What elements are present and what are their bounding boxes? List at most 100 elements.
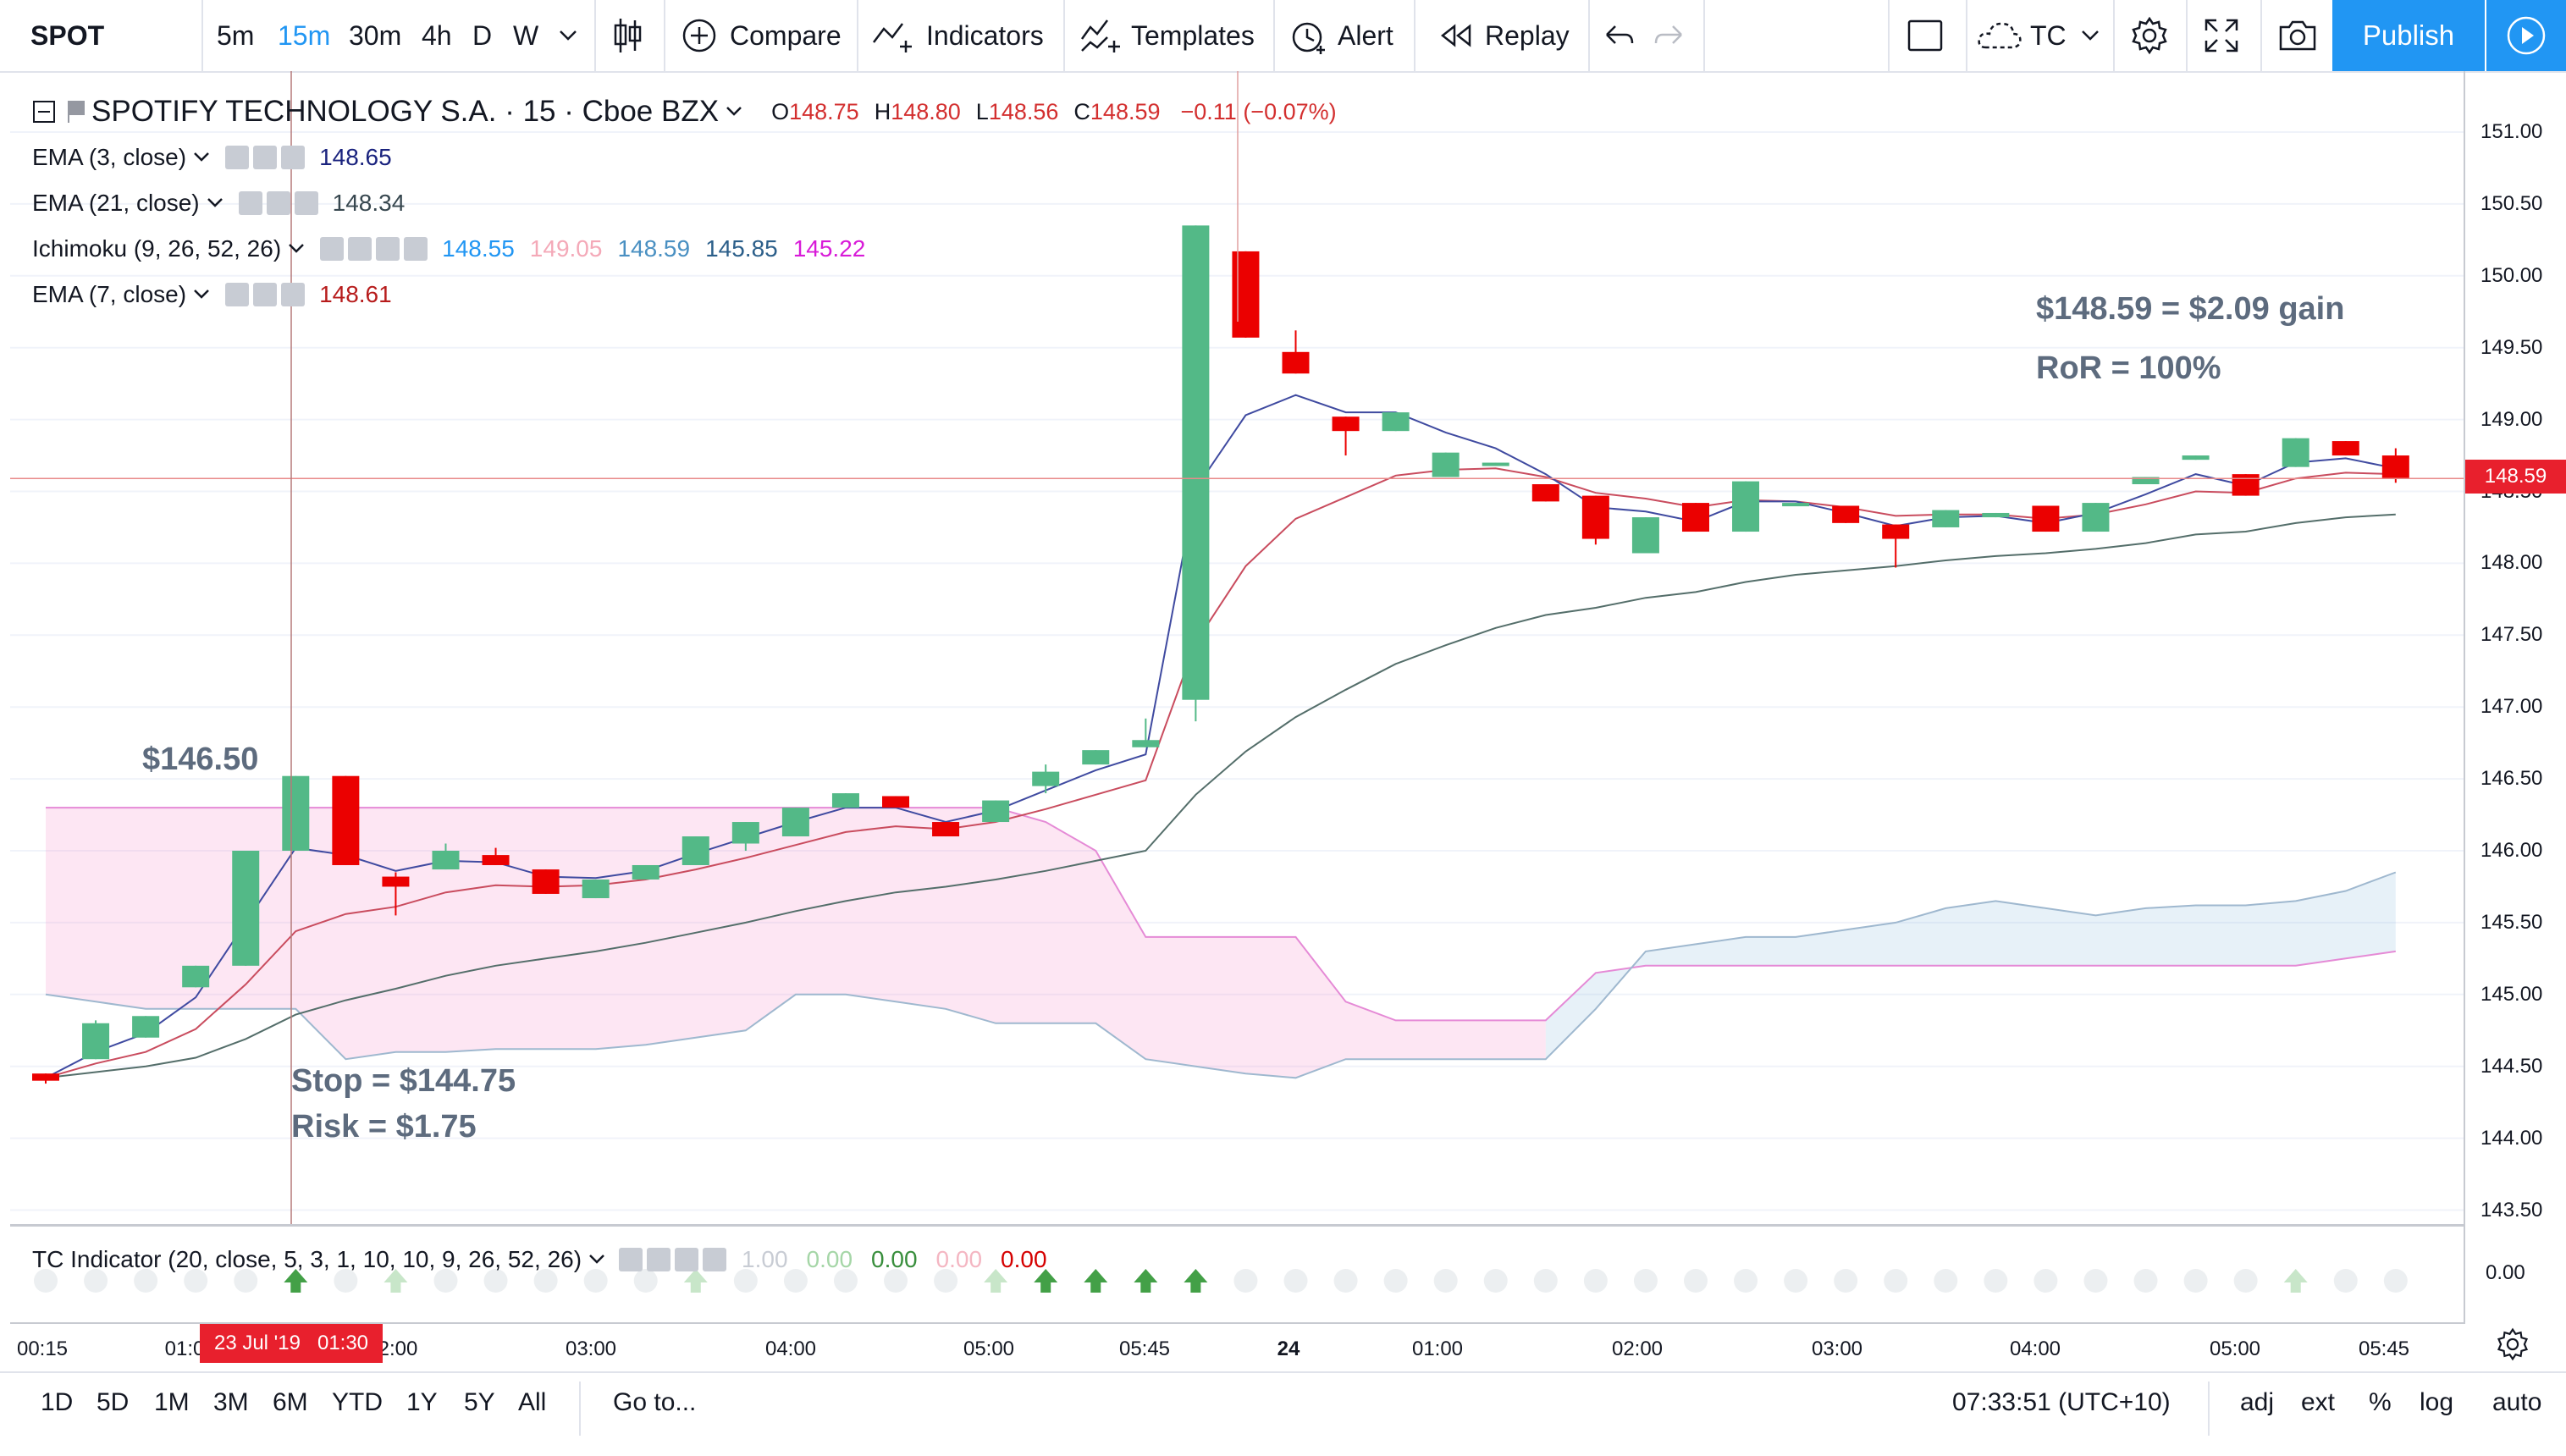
pane-separator[interactable]	[10, 1224, 2465, 1227]
rewind-icon	[1440, 24, 1471, 47]
candle	[1482, 462, 1509, 466]
chevron-down-icon[interactable]	[726, 106, 742, 118]
symbol-legend: SPOTIFY TECHNOLOGY S.A. · 15 · Cboe BZX …	[32, 95, 1337, 129]
price-tick-label: 147.50	[2480, 623, 2543, 647]
indicators-button[interactable]: Indicators	[872, 0, 1044, 71]
settings-icon[interactable]	[348, 237, 372, 261]
source-code-icon[interactable]	[675, 1248, 699, 1271]
interval-15m[interactable]: 15m	[278, 19, 331, 51]
study-name[interactable]: EMA (7, close)	[32, 281, 187, 307]
play-circle-icon[interactable]	[2486, 0, 2566, 71]
range-button-ytd[interactable]: YTD	[332, 1388, 383, 1416]
axis-option-ext[interactable]: ext	[2301, 1388, 2336, 1416]
candle	[382, 876, 410, 887]
close-icon[interactable]	[281, 283, 306, 306]
settings-icon[interactable]	[266, 191, 290, 215]
axis-option-log[interactable]: log	[2420, 1388, 2454, 1416]
chevron-down-icon[interactable]	[588, 1254, 605, 1266]
range-button-3m[interactable]: 3M	[213, 1388, 249, 1416]
tc-dot	[934, 1269, 958, 1293]
time-tick-label: 24	[1277, 1337, 1300, 1360]
interval-w[interactable]: W	[513, 19, 539, 51]
collapse-icon[interactable]	[32, 100, 56, 124]
symbol-search[interactable]: SPOT	[30, 19, 105, 51]
goto-button[interactable]: Go to...	[613, 1388, 697, 1416]
redo-icon[interactable]	[1653, 0, 1686, 71]
templates-button[interactable]: Templates	[1080, 0, 1255, 71]
clock-timezone[interactable]: 07:33:51 (UTC+10)	[1952, 1388, 2171, 1416]
candle	[932, 822, 960, 837]
settings-icon[interactable]	[253, 146, 278, 169]
gear-icon[interactable]	[2130, 0, 2169, 71]
source-code-icon[interactable]	[376, 237, 400, 261]
entry-annotation[interactable]: $146.50	[142, 742, 259, 777]
settings-icon[interactable]	[253, 283, 278, 306]
toolbar-divider	[1888, 0, 1890, 71]
time-tick-label: 2:00	[378, 1337, 418, 1360]
candle	[1531, 484, 1559, 502]
chevron-down-icon[interactable]	[288, 243, 305, 255]
close-icon[interactable]	[294, 191, 318, 215]
chevron-down-icon[interactable]	[193, 152, 210, 163]
study-name[interactable]: EMA (3, close)	[32, 144, 187, 170]
close-icon[interactable]	[404, 237, 428, 261]
publish-button[interactable]: Publish	[2332, 0, 2485, 71]
interval-30m[interactable]: 30m	[349, 19, 402, 51]
interval-4h[interactable]: 4h	[422, 19, 452, 51]
candles-icon[interactable]	[613, 0, 642, 71]
visibility-icon[interactable]	[225, 283, 250, 306]
alert-button[interactable]: Alert	[1289, 0, 1393, 71]
visibility-icon[interactable]	[238, 191, 262, 215]
visibility-icon[interactable]	[619, 1248, 643, 1271]
interval-dropdown-chevron-down-icon[interactable]	[559, 0, 577, 71]
plus-circle-icon	[682, 19, 716, 52]
tc-indicator-dots	[34, 1269, 2408, 1293]
axis-settings-gear-icon[interactable]	[2496, 1327, 2530, 1365]
undo-icon[interactable]	[1602, 0, 1636, 71]
chevron-down-icon[interactable]	[207, 197, 223, 209]
visibility-icon[interactable]	[320, 237, 345, 261]
gain-annotation[interactable]: $148.59 = $2.09 gain	[2036, 291, 2345, 327]
interval-5m[interactable]: 5m	[217, 19, 255, 51]
expand-icon[interactable]	[2203, 0, 2240, 71]
toolbar-divider	[1414, 0, 1415, 71]
layout-chevron-down-icon[interactable]	[2081, 0, 2100, 71]
ohlc-close-label: C	[1073, 98, 1090, 124]
visibility-icon[interactable]	[225, 146, 250, 169]
range-button-all[interactable]: All	[518, 1388, 547, 1416]
settings-icon[interactable]	[647, 1248, 671, 1271]
risk-annotation[interactable]: Risk = $1.75	[291, 1109, 477, 1144]
replay-button[interactable]: Replay	[1439, 0, 1570, 71]
study-name[interactable]: Ichimoku (9, 26, 52, 26)	[32, 235, 282, 262]
study-name[interactable]: EMA (21, close)	[32, 190, 200, 216]
ohlc-open-value: 148.75	[789, 98, 859, 124]
compare-button[interactable]: Compare	[681, 0, 842, 71]
range-button-1m[interactable]: 1M	[154, 1388, 190, 1416]
interval-d[interactable]: D	[472, 19, 493, 51]
axis-option-percent[interactable]: %	[2369, 1388, 2392, 1416]
top-toolbar: SPOT 5m 15m 30m 4h D W Compare Indicator…	[0, 0, 2566, 73]
close-icon[interactable]	[703, 1248, 727, 1271]
axis-option-auto[interactable]: auto	[2492, 1388, 2542, 1416]
stop-annotation[interactable]: Stop = $144.75	[291, 1063, 516, 1099]
axis-option-adj[interactable]: adj	[2240, 1388, 2275, 1416]
camera-icon[interactable]	[2277, 0, 2318, 71]
chevron-down-icon[interactable]	[193, 289, 210, 301]
tc-dot	[433, 1269, 458, 1293]
ror-annotation[interactable]: RoR = 100%	[2036, 350, 2221, 386]
range-button-5y[interactable]: 5Y	[464, 1388, 495, 1416]
tc-dot	[1583, 1269, 1608, 1293]
study-value: 148.61	[319, 281, 392, 307]
range-button-6m[interactable]: 6M	[273, 1388, 308, 1416]
candle	[1382, 412, 1410, 432]
tc-dot	[833, 1269, 858, 1293]
flag-icon[interactable]	[66, 99, 86, 124]
close-icon[interactable]	[281, 146, 306, 169]
time-tick-label: 03:00	[565, 1337, 617, 1360]
range-button-1y[interactable]: 1Y	[406, 1388, 438, 1416]
range-button-5d[interactable]: 5D	[97, 1388, 130, 1416]
range-button-1d[interactable]: 1D	[41, 1388, 74, 1416]
fullscreen-rect-icon[interactable]	[1907, 0, 1944, 71]
layout-cloud-icon[interactable]: TC	[1976, 0, 2067, 71]
